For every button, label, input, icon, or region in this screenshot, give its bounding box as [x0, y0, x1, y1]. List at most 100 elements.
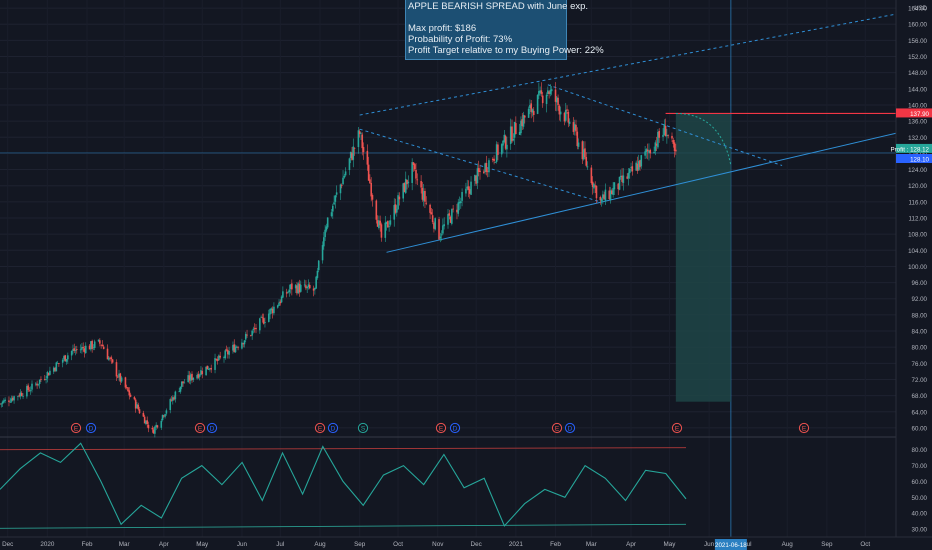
- candle-body: [375, 200, 378, 220]
- candle-body: [156, 425, 159, 428]
- candle-body: [224, 350, 227, 359]
- candle-body: [504, 135, 507, 149]
- candle-body: [671, 135, 673, 139]
- price-tick-label: 68.00: [912, 393, 928, 400]
- event-letter: D: [568, 426, 573, 433]
- trendlines: [359, 13, 897, 253]
- candle-body: [488, 160, 490, 173]
- price-tick-label: 100.00: [908, 264, 927, 271]
- candle-body: [22, 396, 24, 397]
- time-tick-label: Aug: [314, 541, 326, 548]
- price-tick-label: 140.00: [908, 102, 927, 109]
- candle-body: [649, 149, 652, 154]
- time-tick-label: Oct: [393, 541, 403, 548]
- candle-body: [54, 367, 56, 371]
- candle-body: [74, 350, 77, 351]
- candle-body: [44, 379, 46, 381]
- time-tick-label: Dec: [471, 541, 482, 548]
- candle-body: [28, 390, 31, 392]
- candle-body: [515, 123, 517, 134]
- candle-body: [470, 181, 472, 195]
- candle-body: [225, 349, 228, 351]
- candle-body: [191, 373, 193, 381]
- trendline-lower-support: [386, 132, 897, 253]
- candle-body: [92, 347, 95, 349]
- candle-body: [52, 367, 55, 372]
- candle-body: [474, 174, 476, 181]
- candle-body: [165, 410, 168, 414]
- candle-body: [83, 348, 86, 353]
- candle-body: [367, 164, 370, 181]
- candle-body: [590, 167, 593, 183]
- candle-body: [645, 149, 648, 153]
- candle-body: [330, 212, 333, 217]
- candle-body: [145, 420, 147, 425]
- candle-body: [236, 346, 238, 348]
- candle-body: [353, 147, 356, 149]
- event-circle: [671, 422, 683, 434]
- candle-body: [339, 184, 342, 194]
- price-tick-label: 152.00: [908, 54, 927, 61]
- candle-body: [182, 381, 184, 384]
- candle-body: [308, 284, 311, 289]
- candle-body: [0, 403, 1, 405]
- oscillator-line: [0, 442, 687, 527]
- candle-body: [61, 359, 64, 363]
- candle-body: [380, 224, 383, 238]
- profit-price-badge-bg: [896, 143, 932, 153]
- candle-body: [672, 140, 675, 144]
- candle-body: [109, 357, 111, 359]
- time-tick-label: Sep: [821, 541, 833, 548]
- osc-tick-label: 40.00: [912, 511, 928, 518]
- candle-body: [294, 285, 297, 289]
- time-tick-label: Feb: [550, 541, 561, 548]
- candle-body: [79, 349, 82, 351]
- candle-body: [55, 362, 58, 372]
- candle-body: [378, 220, 380, 228]
- osc-lower-band: [0, 523, 687, 529]
- candle-body: [653, 151, 655, 154]
- candle-body: [271, 308, 274, 314]
- candle-body: [129, 394, 132, 397]
- candle-body: [216, 359, 219, 361]
- candle-body: [174, 391, 177, 400]
- osc-tick-label: 30.00: [912, 527, 928, 534]
- candle-body: [460, 201, 462, 204]
- candle-body: [58, 363, 60, 364]
- candle-body: [465, 188, 467, 194]
- candle-body: [452, 208, 454, 210]
- candle-body: [518, 131, 521, 135]
- candle-body: [253, 328, 256, 329]
- price-unit-label: USD: [914, 6, 927, 12]
- event-marker-e: E: [435, 422, 447, 434]
- candle-body: [371, 195, 374, 200]
- candle-body: [577, 142, 580, 147]
- candle-body: [493, 158, 495, 162]
- candle-body: [56, 362, 59, 364]
- candle-body: [38, 379, 41, 384]
- price-tick-label: 108.00: [908, 232, 927, 239]
- candle-body: [511, 126, 513, 142]
- candle-body: [357, 130, 360, 148]
- event-letter: D: [210, 426, 215, 433]
- candle-body: [47, 372, 50, 376]
- candle-body: [522, 114, 525, 127]
- candle-body: [456, 209, 458, 213]
- candle-body: [287, 291, 289, 293]
- candle-body: [289, 284, 292, 289]
- candle-body: [40, 379, 42, 380]
- candle-body: [152, 429, 155, 434]
- candle-body: [458, 201, 461, 204]
- candle-body: [530, 103, 532, 112]
- candle-body: [321, 245, 324, 261]
- candle-body: [575, 124, 577, 132]
- candle-body: [509, 126, 512, 144]
- candle-body: [252, 328, 255, 330]
- time-tick-label: Jun: [704, 541, 715, 548]
- candle-body: [442, 225, 444, 234]
- candle-body: [521, 119, 524, 127]
- candle-body: [227, 350, 229, 355]
- candle-body: [434, 218, 436, 230]
